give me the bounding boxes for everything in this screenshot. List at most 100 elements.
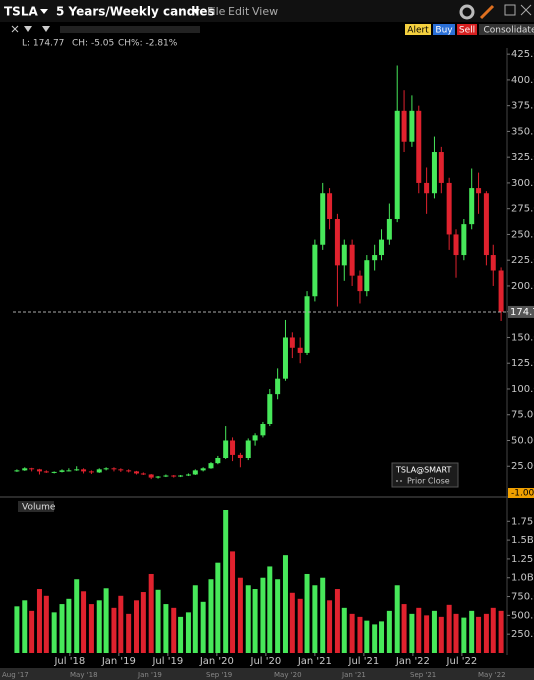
- volume-bar: [282, 555, 288, 653]
- tool-icon[interactable]: [11, 25, 19, 33]
- x-tick-label: Jul '21: [348, 656, 380, 667]
- candle-body: [304, 296, 310, 353]
- volume-label-box: [18, 501, 54, 512]
- navigator-label: Jan '21: [341, 671, 366, 679]
- period[interactable]: 5 Years/Weekly candles: [56, 5, 215, 19]
- consolidate-button[interactable]: [479, 24, 534, 35]
- dropdown-icon[interactable]: [192, 9, 200, 14]
- y-tick-label: 400.00: [511, 75, 534, 86]
- buy-label[interactable]: Buy: [435, 26, 453, 36]
- candle-body: [341, 244, 347, 266]
- volume-bar: [289, 592, 295, 653]
- alert-label[interactable]: Alert: [407, 26, 429, 36]
- volume-bar: [252, 589, 258, 653]
- y-tick-label: 350.00: [511, 126, 534, 137]
- x-tick-label: Jan '22: [395, 656, 430, 667]
- consolidate-label[interactable]: Consolidate: [484, 26, 534, 36]
- candle-body: [192, 470, 198, 475]
- y-tick-label: 200.00: [511, 281, 534, 292]
- candle-body: [267, 394, 273, 425]
- candle-body: [275, 378, 281, 395]
- menu-file[interactable]: File: [207, 5, 226, 18]
- volume-bar: [469, 610, 475, 653]
- candle-body: [230, 440, 236, 455]
- volume-bar: [237, 577, 243, 653]
- candle-body: [461, 224, 467, 256]
- volume-bar: [453, 613, 459, 653]
- y-tick-label: 375.00: [511, 101, 534, 112]
- toolbar: [11, 25, 200, 33]
- y-tick-label: 250.00M: [511, 629, 534, 640]
- alert-button[interactable]: [405, 24, 431, 35]
- sell-button[interactable]: [457, 24, 477, 35]
- buy-button[interactable]: [433, 24, 455, 35]
- candle-body: [401, 110, 407, 142]
- candle-body: [81, 469, 87, 472]
- candle-body: [469, 188, 475, 225]
- link-icon[interactable]: [479, 4, 495, 20]
- volume-bar: [394, 585, 400, 653]
- candle-body: [446, 182, 452, 235]
- legend-entry: Prior Close: [407, 477, 450, 486]
- volume-bar: [171, 607, 177, 653]
- candle-body: [51, 471, 57, 473]
- candle-body: [386, 218, 392, 240]
- volume-bar: [424, 615, 430, 653]
- candle-body: [364, 260, 370, 292]
- volume-bar: [364, 620, 370, 653]
- candle-body: [476, 188, 482, 194]
- dropdown-icon[interactable]: [40, 9, 48, 14]
- last-price-label: 174.77: [510, 307, 534, 318]
- volume-bar: [215, 562, 221, 653]
- tool-strip[interactable]: [60, 26, 200, 33]
- navigator[interactable]: [0, 668, 534, 680]
- candle-body: [200, 468, 206, 471]
- candle-body: [483, 193, 489, 256]
- candle-body: [96, 469, 102, 473]
- legend: [391, 462, 459, 488]
- candle-body: [66, 470, 72, 472]
- tool-icon[interactable]: [24, 26, 32, 32]
- y-tick-label: 750.00M: [511, 592, 534, 603]
- volume-bar: [51, 612, 57, 653]
- y-tick-label: 1.25B: [511, 554, 534, 565]
- volume-bar: [461, 617, 467, 653]
- candle-body: [43, 471, 49, 473]
- y-tick-label: 50.00: [511, 435, 534, 446]
- symbol[interactable]: TSLA: [4, 5, 38, 19]
- volume-bar: [327, 600, 333, 653]
- x-tick-label: Jan '21: [297, 656, 332, 667]
- menu-edit[interactable]: Edit: [228, 5, 250, 18]
- candle-body: [409, 110, 415, 142]
- settings-icon[interactable]: [459, 4, 475, 20]
- x-tick-label: Jul '19: [151, 656, 183, 667]
- candle-body: [379, 239, 385, 256]
- volume-bar: [386, 610, 392, 653]
- window-icon[interactable]: [504, 4, 516, 16]
- y-tick-label: 150.00: [511, 332, 534, 343]
- volume-bar: [483, 613, 489, 653]
- volume-bar: [349, 613, 355, 653]
- y-tick-label: 1.0B: [511, 573, 534, 584]
- candle-body: [289, 337, 295, 348]
- title-bar: [0, 0, 534, 22]
- y-tick-label: 125.00: [511, 358, 534, 369]
- candle-body: [155, 476, 161, 478]
- close-icon[interactable]: [520, 4, 532, 16]
- menu-view[interactable]: View: [252, 5, 278, 18]
- candle-body: [416, 110, 422, 183]
- x-tick-label: Jul '22: [446, 656, 478, 667]
- volume-bar: [81, 591, 87, 653]
- volume-bar: [29, 610, 35, 653]
- candle-body: [372, 255, 378, 261]
- volume-bar: [312, 585, 318, 653]
- candle-body: [185, 474, 191, 476]
- volume-bar: [334, 589, 340, 653]
- volume-bar: [126, 613, 132, 653]
- candle-body: [260, 424, 266, 436]
- tool-icon[interactable]: [42, 26, 50, 32]
- volume-bar: [133, 600, 139, 653]
- candle-body: [59, 470, 65, 472]
- candle-body: [424, 182, 430, 194]
- sell-label[interactable]: Sell: [459, 26, 475, 36]
